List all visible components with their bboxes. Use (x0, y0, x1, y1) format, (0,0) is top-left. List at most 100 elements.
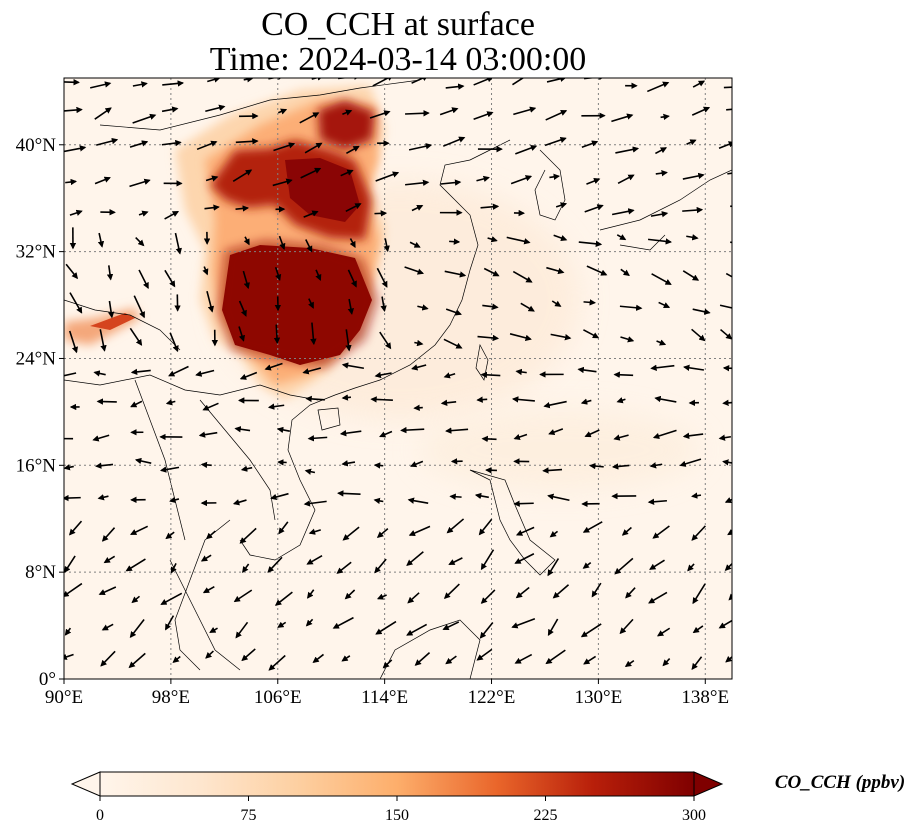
wind-arrow (439, 107, 459, 116)
wind-arrow (411, 204, 424, 212)
wind-arrow (611, 208, 635, 216)
wind-arrow (718, 619, 732, 629)
wind-arrow (169, 332, 179, 353)
wind-arrow (94, 107, 112, 120)
wind-arrow (589, 462, 604, 470)
wind-arrow (170, 563, 177, 574)
wind-arrow (551, 300, 562, 307)
wind-arrow (545, 109, 568, 121)
plume-myanmar-core (90, 313, 135, 330)
wind-arrow (174, 232, 182, 255)
wind-arrow (619, 304, 643, 311)
wind-arrow (196, 140, 218, 151)
wind-arrow (132, 81, 148, 88)
wind-arrow (206, 290, 215, 313)
wind-arrow (129, 619, 145, 639)
wind-arrow (442, 136, 466, 147)
wind-arrow (162, 80, 185, 87)
wind-arrow (312, 653, 325, 664)
wind-arrow (662, 658, 671, 667)
plume-haze-south (420, 410, 700, 490)
wind-arrow (722, 399, 732, 407)
colorbar-tick-label: 150 (385, 807, 409, 824)
lat-tick-label: 40°N (16, 135, 57, 156)
wind-arrow (340, 169, 354, 177)
wind-arrow (375, 620, 397, 635)
wind-arrow (341, 394, 351, 401)
wind-arrow (69, 292, 83, 314)
wind-arrow (307, 435, 328, 442)
wind-arrow (305, 395, 325, 403)
wind-arrow (718, 434, 732, 441)
coast-china-east (334, 199, 479, 396)
wind-arrow (278, 521, 289, 535)
wind-arrow (347, 298, 355, 315)
wind-arrow (520, 302, 535, 312)
wind-arrow (583, 655, 597, 665)
wind-arrow (243, 236, 250, 246)
wind-arrow (400, 426, 425, 434)
colorbar: 0 75 150 225 300 CO_CCH (ppbv) (70, 771, 905, 824)
wind-arrow (476, 175, 490, 183)
wind-arrow (132, 113, 157, 124)
wind-arrow (414, 339, 424, 347)
wind-arrow (649, 559, 665, 570)
wind-arrow (480, 549, 495, 571)
wind-arrow (616, 234, 627, 241)
wind-arrow (128, 652, 146, 669)
colorbar-gradient (99, 771, 695, 797)
wind-arrow (341, 362, 365, 370)
wind-arrow (582, 521, 603, 533)
wind-arrow (444, 270, 467, 278)
wind-arrow (232, 169, 253, 182)
wind-arrow (683, 364, 705, 371)
wind-arrow (652, 429, 677, 440)
wind-arrow (724, 562, 732, 571)
wind-arrow (369, 110, 391, 119)
wind-arrow (407, 592, 420, 604)
wind-arrow (274, 266, 282, 281)
wind-arrow (370, 396, 393, 403)
wind-arrow (621, 526, 632, 536)
wind-arrow (692, 625, 704, 634)
lat-tick-label: 8°N (25, 562, 56, 583)
wind-arrow (264, 362, 283, 371)
wind-arrow (341, 460, 356, 467)
wind-arrow (238, 300, 247, 317)
wind-arrow (207, 78, 221, 83)
wind-arrow (133, 295, 145, 319)
wind-arrow (584, 429, 600, 438)
wind-arrow (449, 238, 461, 245)
wind-arrow (64, 106, 83, 114)
wind-arrow (209, 626, 218, 633)
colorbar-tick-label: 300 (682, 807, 706, 824)
wind-arrow (272, 178, 293, 187)
wind-arrow (720, 328, 732, 340)
wind-arrow (654, 395, 677, 403)
wind-arrow (542, 467, 563, 474)
wind-arrow (349, 238, 356, 249)
wind-arrow (692, 583, 706, 605)
wind-arrow (130, 525, 149, 535)
wind-arrow (235, 621, 249, 639)
wind-arrow (647, 238, 672, 245)
wind-arrow (159, 466, 180, 473)
wind-arrow (409, 241, 421, 248)
wind-arrow (555, 202, 568, 209)
wind-arrow (725, 655, 732, 663)
lon-tick-label: 90°E (45, 687, 83, 708)
wind-arrow (375, 171, 400, 182)
lat-tick-label: 16°N (16, 455, 57, 476)
wind-arrow (242, 270, 250, 290)
wind-arrow (408, 525, 431, 537)
wind-arrow (449, 493, 462, 500)
lon-tick-label: 122°E (468, 687, 516, 708)
wind-arrow (515, 144, 538, 155)
wind-arrow (103, 555, 116, 564)
wind-arrow (379, 331, 392, 350)
wind-arrow (172, 655, 181, 663)
wind-arrow (651, 273, 672, 286)
wind-arrow (442, 621, 460, 631)
wind-arrow (728, 593, 732, 601)
lon-tick-label: 130°E (575, 687, 623, 708)
